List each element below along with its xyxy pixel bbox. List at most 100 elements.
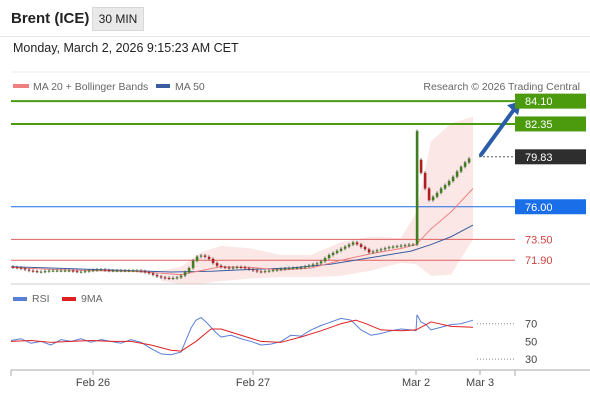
candles — [11, 129, 471, 281]
candle-body — [291, 268, 295, 270]
candle-body — [11, 266, 15, 268]
candle-body — [307, 265, 311, 267]
candle-body — [31, 270, 35, 272]
candle-body — [355, 242, 359, 245]
candle-body — [151, 273, 155, 275]
timestamp: Monday, March 2, 2026 9:15:23 AM CET — [13, 41, 239, 55]
candle-body — [427, 188, 431, 201]
candle-body — [91, 270, 95, 272]
candle-body — [319, 261, 323, 264]
candle-body — [339, 248, 343, 251]
main-plot-area: 84.10 82.35 76.00 73.50 71.90 79.83 — [10, 93, 586, 284]
x-tick-label: Mar 2 — [402, 377, 430, 389]
9ma-legend-label: 9MA — [81, 293, 103, 305]
header-bar: Brent (ICE) 30 MIN — [0, 0, 590, 37]
candle-body — [163, 277, 167, 279]
level-label-73.50: 73.50 — [525, 234, 553, 246]
candle-body — [231, 267, 235, 269]
candle-body — [171, 277, 175, 279]
rsi-tick-30: 30 — [525, 354, 537, 366]
candle-body — [423, 172, 427, 189]
candle-body — [467, 158, 471, 163]
candle-body — [191, 260, 195, 269]
candle-body — [419, 159, 423, 173]
candle-body — [135, 270, 139, 272]
candle-body — [295, 268, 299, 270]
candle-body — [227, 267, 231, 269]
candle-body — [23, 268, 27, 270]
candle-body — [403, 245, 407, 247]
candle-body — [87, 270, 91, 272]
candle-body — [43, 271, 47, 273]
candle-body — [303, 266, 307, 268]
candle-body — [119, 270, 123, 272]
projection-arrow-shaft — [479, 106, 517, 157]
9ma-legend-swatch — [62, 297, 76, 301]
ma50-legend-swatch — [156, 84, 170, 88]
rsi-tick-70: 70 — [525, 319, 537, 331]
x-tick-label: Feb 27 — [236, 377, 270, 389]
candle-body — [143, 271, 147, 273]
timeframe-button[interactable]: 30 MIN — [92, 7, 144, 31]
candle-body — [379, 249, 383, 251]
ma20-legend-label: MA 20 + Bollinger Bands — [33, 81, 148, 93]
candle-body — [243, 267, 247, 269]
candle-body — [127, 270, 131, 272]
bollinger-band — [161, 116, 473, 284]
candle-body — [51, 270, 55, 272]
candle-body — [447, 181, 451, 186]
rsi-line — [10, 314, 474, 356]
candle-body — [371, 251, 375, 253]
candle-body — [187, 268, 191, 273]
candle-body — [179, 275, 183, 278]
candle-body — [19, 267, 23, 269]
candle-body — [155, 274, 159, 277]
candle-body — [199, 255, 203, 257]
candle-body — [235, 267, 239, 269]
candle-body — [391, 246, 395, 248]
candle-body — [383, 248, 387, 250]
candle-body — [351, 242, 355, 245]
candle-body — [47, 270, 51, 272]
level-tag-82.35: 82.35 — [525, 119, 553, 131]
candle-body — [215, 263, 219, 266]
candle-body — [95, 269, 99, 271]
credit-text: Research © 2026 Trading Central — [423, 81, 580, 93]
candle-body — [275, 269, 279, 271]
rsi-tick-50: 50 — [525, 336, 537, 348]
level-label-71.90: 71.90 — [525, 255, 553, 267]
candle-body — [331, 252, 335, 256]
candle-body — [183, 272, 187, 276]
candle-body — [203, 255, 207, 257]
candle-body — [463, 162, 467, 167]
candle-body — [67, 270, 71, 272]
candle-body — [267, 270, 271, 272]
9ma-line — [10, 319, 474, 352]
candle-body — [335, 250, 339, 253]
level-tag-76.00: 76.00 — [525, 202, 553, 214]
candle-body — [63, 270, 67, 272]
current-price-tag: 79.83 — [525, 152, 553, 164]
candle-body — [439, 188, 443, 193]
candle-body — [451, 176, 455, 182]
candle-body — [327, 255, 331, 259]
candle-body — [395, 246, 399, 248]
candle-body — [311, 264, 315, 266]
candle-body — [287, 268, 291, 270]
candle-body — [39, 271, 43, 273]
level-tag-82.35-bg — [515, 116, 586, 132]
candle-body — [247, 268, 251, 270]
candle-body — [195, 256, 199, 261]
instrument-title: Brent (ICE) — [11, 10, 90, 27]
candle-body — [363, 246, 367, 250]
candle-body — [211, 258, 215, 264]
rsi-legend-label: RSI — [32, 293, 50, 305]
candle-body — [75, 271, 79, 273]
rsi-legend-swatch — [13, 297, 27, 301]
x-tick-label: Feb 26 — [76, 377, 110, 389]
level-tag-84.10-bg — [515, 93, 586, 109]
candle-body — [459, 166, 463, 172]
candle-body — [223, 267, 227, 269]
candle-body — [83, 271, 87, 273]
